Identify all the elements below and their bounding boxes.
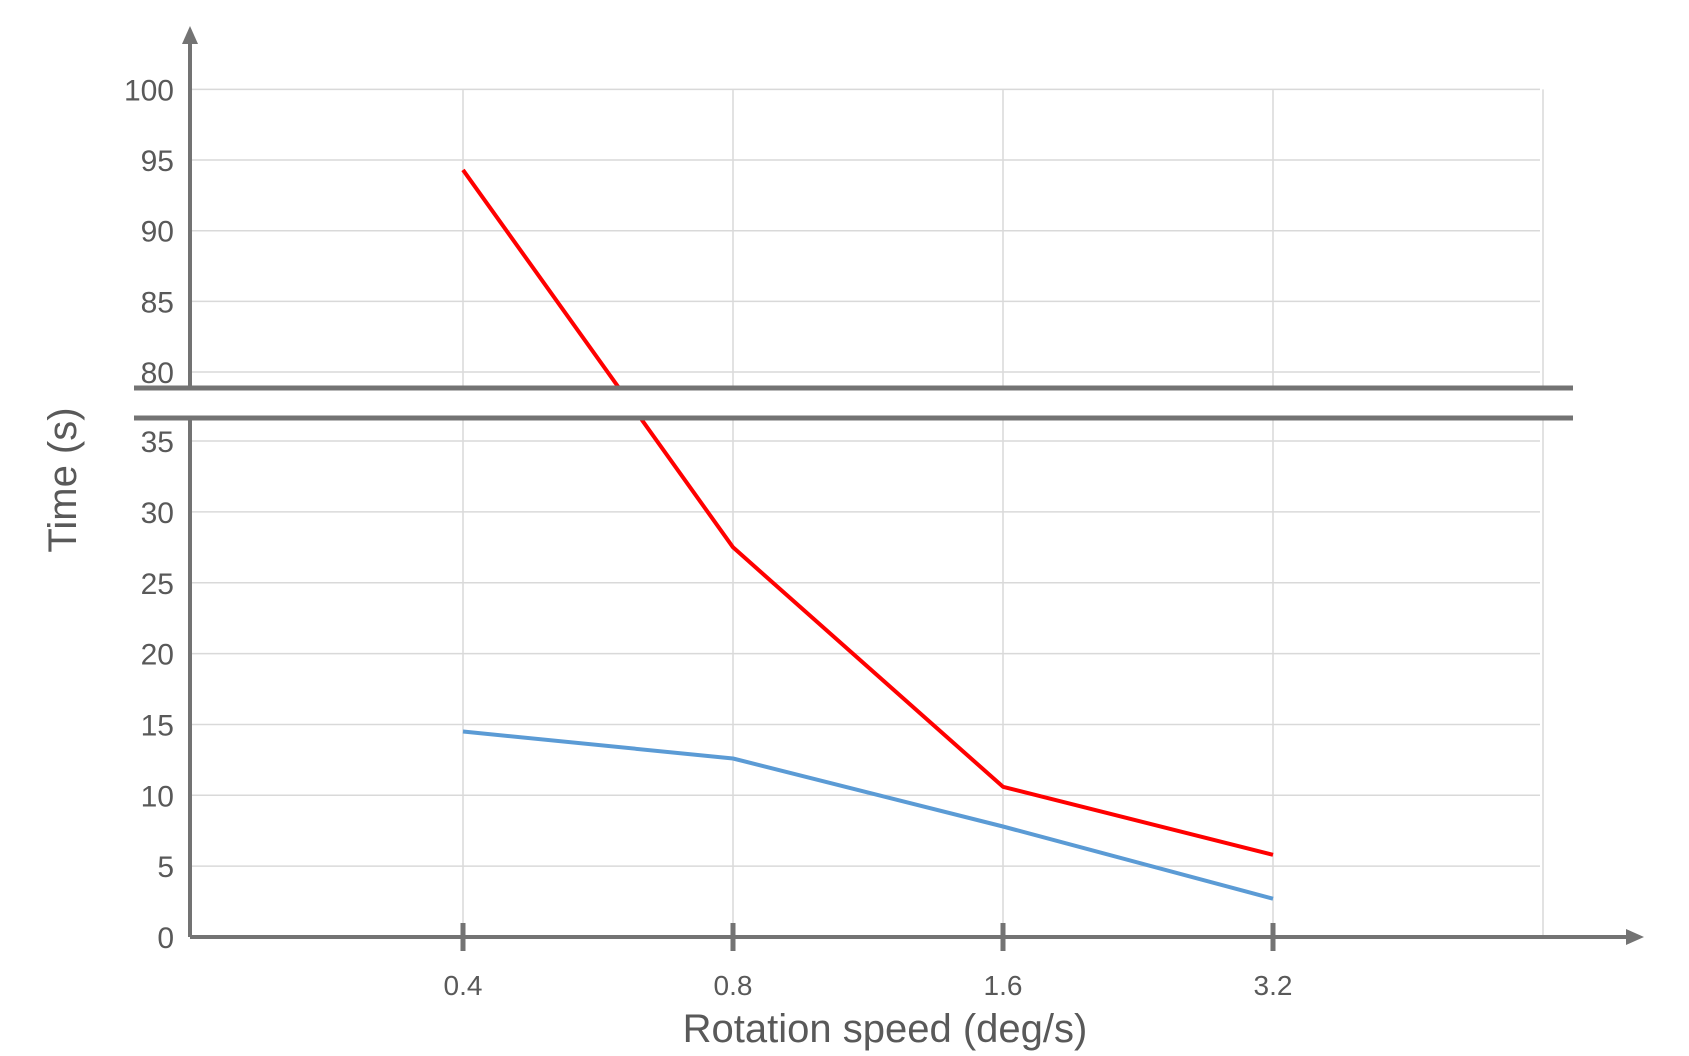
x-tick-label: 0.8: [714, 970, 753, 1001]
y-tick-label: 0: [157, 922, 174, 955]
series-line-1: [461, 168, 1274, 857]
series-line-2: [462, 729, 1274, 901]
y-tick-label: 30: [141, 497, 174, 530]
y-axis-arrow: [182, 26, 198, 44]
y-tick-label: 35: [141, 426, 174, 459]
y-tick-label: 25: [141, 568, 174, 601]
x-tick-label: 1.6: [984, 970, 1023, 1001]
series-layer: [461, 168, 1274, 901]
axis-break-band: [130, 388, 1573, 418]
grid: [190, 88, 1544, 937]
y-tick-label: 100: [124, 74, 174, 107]
x-axis-arrow: [1626, 929, 1644, 945]
y-tick-label: 90: [141, 216, 174, 249]
y-tick-label: 10: [141, 780, 174, 813]
y-tick-label: 5: [157, 851, 174, 884]
x-tick-label: 3.2: [1254, 970, 1293, 1001]
axis-break: [130, 385, 1573, 421]
y-tick-label: 80: [141, 357, 174, 390]
y-axis-title: Time (s): [41, 407, 85, 552]
x-tick-label: 0.4: [444, 970, 483, 1001]
x-axis-title: Rotation speed (deg/s): [683, 1007, 1088, 1051]
y-tick-label: 85: [141, 286, 174, 319]
y-tick-label: 20: [141, 639, 174, 672]
y-tick-label: 15: [141, 709, 174, 742]
y-tick-label: 95: [141, 145, 174, 178]
axes: [182, 26, 1644, 951]
tick-labels: 0 5 10 15 20 25 30 35 80 85 90 95 100 0.4 0.8 1.6 3.2: [124, 74, 1293, 1001]
